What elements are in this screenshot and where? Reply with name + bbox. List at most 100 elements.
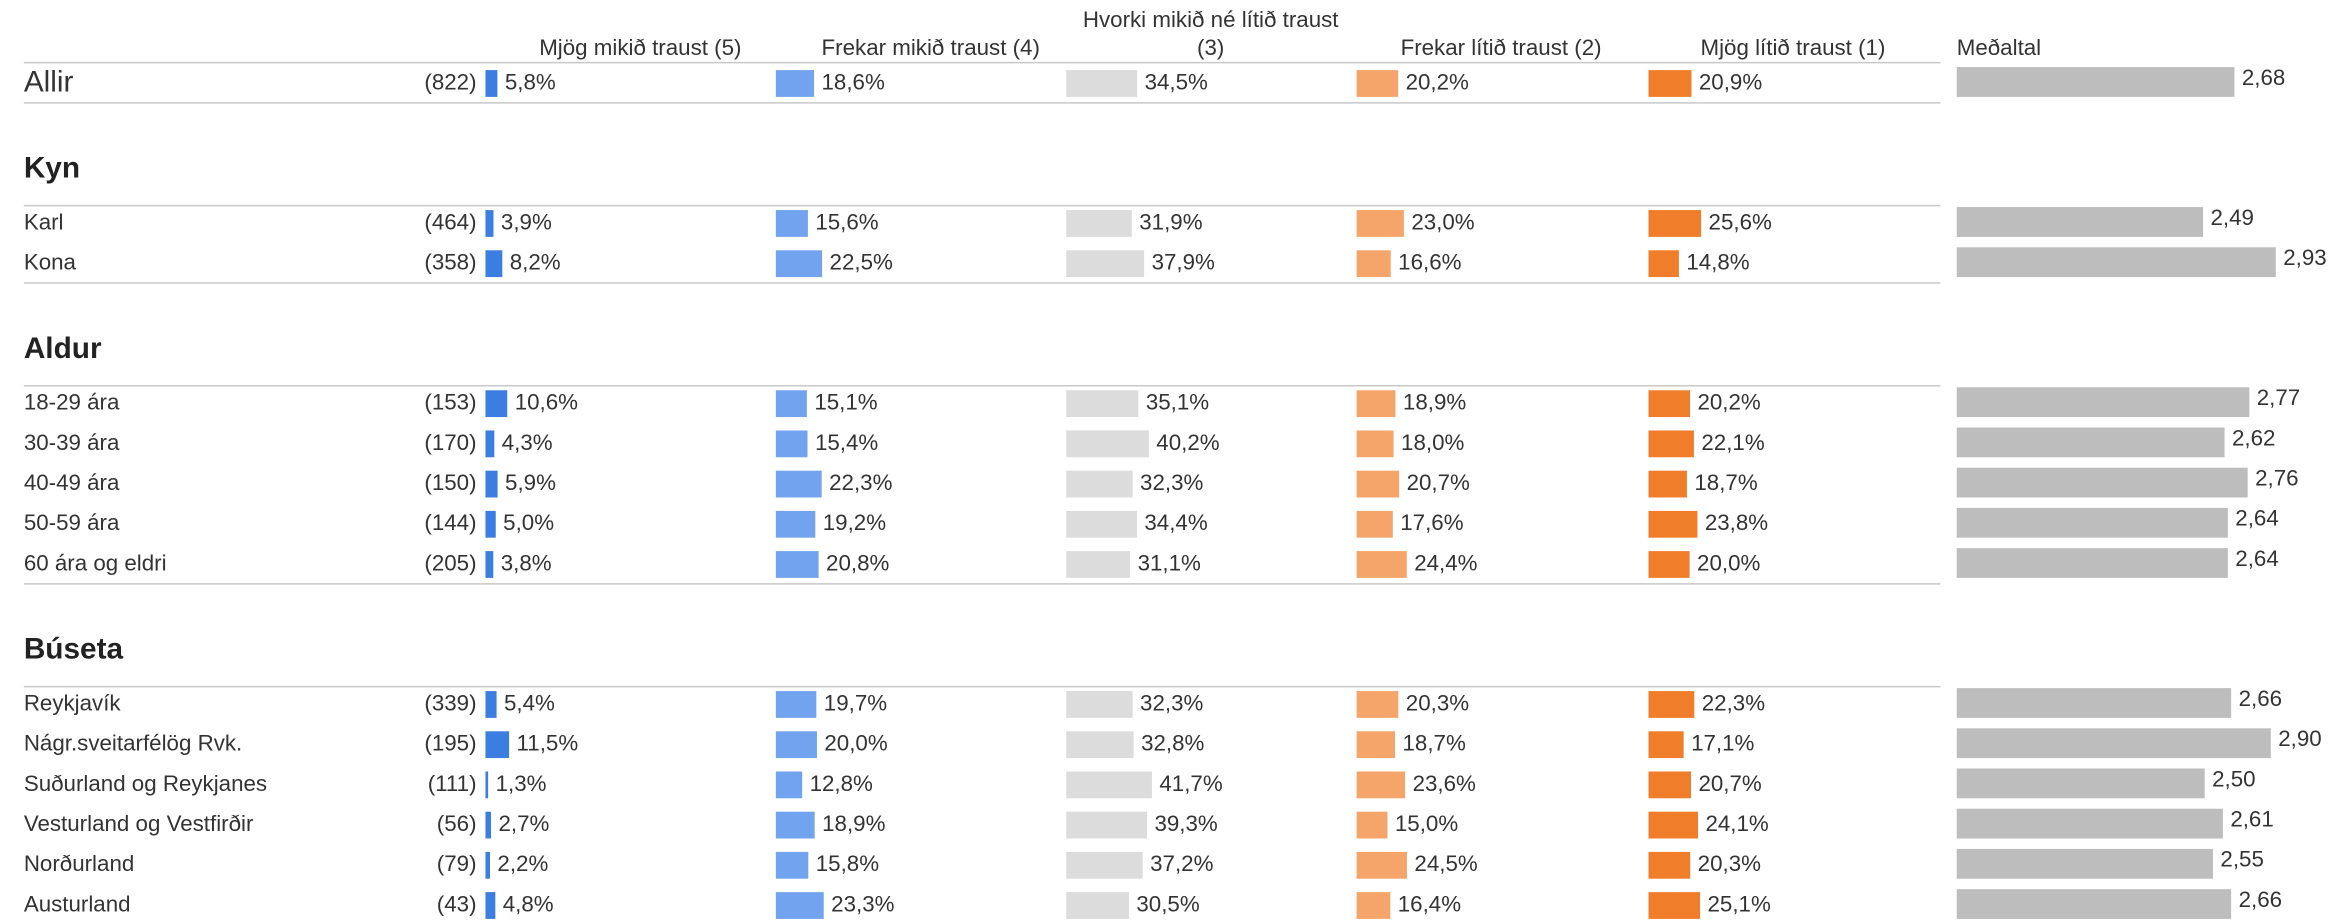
value-label: 20,3% (1406, 690, 1469, 715)
bar (1648, 811, 1699, 839)
mean-bar (1956, 207, 2204, 237)
value-label: 31,1% (1138, 550, 1201, 575)
bar (1356, 470, 1400, 498)
value-label: 17,1% (1691, 731, 1754, 756)
bar (485, 551, 494, 578)
bar (775, 510, 816, 538)
mean-label: 2,50 (2212, 766, 2255, 791)
row-label: 50-59 ára (24, 510, 120, 535)
value-label: 37,9% (1152, 250, 1215, 275)
row-label: 60 ára og eldri (24, 550, 167, 575)
value-label: 22,3% (829, 470, 892, 495)
value-label: 16,6% (1398, 250, 1461, 275)
value-label: 5,0% (503, 510, 554, 535)
row-count: (56) (437, 811, 477, 836)
bar (1356, 811, 1388, 839)
value-label: 2,7% (498, 811, 549, 836)
value-label: 24,5% (1414, 851, 1477, 876)
value-label: 15,1% (814, 390, 877, 415)
bar (1066, 731, 1134, 759)
bar (1648, 691, 1695, 718)
value-label: 18,6% (822, 69, 885, 94)
value-label: 2,2% (497, 851, 548, 876)
bar (1066, 210, 1132, 237)
mean-label: 2,55 (2220, 847, 2263, 872)
bar (775, 892, 824, 919)
value-label: 5,8% (505, 69, 556, 94)
row-label: Allir (24, 65, 74, 98)
value-label: 18,9% (1403, 390, 1466, 415)
mean-bar (1956, 247, 2276, 278)
value-label: 23,3% (831, 891, 894, 916)
mean-label: 2,93 (2283, 245, 2326, 270)
value-label: 24,4% (1414, 550, 1477, 575)
row-label: Norðurland (24, 851, 134, 876)
row-count: (79) (437, 851, 477, 876)
value-label: 11,5% (517, 731, 579, 756)
value-label: 5,9% (505, 470, 556, 495)
bar (775, 691, 817, 718)
bar (485, 771, 489, 799)
mean-bar (1956, 387, 2250, 418)
bar (1066, 430, 1149, 458)
row-count: (170) (424, 430, 476, 455)
bar (1356, 771, 1406, 799)
group-title: Búseta (24, 633, 124, 666)
row-count: (339) (424, 690, 476, 715)
bar (775, 250, 823, 278)
value-label: 30,5% (1136, 891, 1199, 916)
value-label: 14,8% (1686, 250, 1749, 275)
column-header: (3) (1197, 35, 1224, 60)
bar (1356, 70, 1399, 97)
row-label: Austurland (24, 891, 131, 916)
value-label: 20,2% (1697, 390, 1760, 415)
bar (1648, 70, 1692, 97)
bar (485, 731, 510, 759)
value-label: 25,1% (1708, 891, 1771, 916)
value-label: 23,8% (1705, 510, 1768, 535)
value-label: 20,9% (1699, 69, 1762, 94)
bar (1356, 892, 1391, 919)
bar (775, 771, 803, 799)
row-count: (111) (428, 771, 477, 796)
bar (485, 510, 496, 538)
mean-bar (1956, 507, 2228, 538)
bar (1356, 851, 1407, 879)
row-label: 30-39 ára (24, 430, 120, 455)
row-label: Vesturland og Vestfirðir (24, 811, 254, 836)
bar (775, 470, 822, 498)
bar (1066, 70, 1138, 97)
bar (1648, 430, 1694, 458)
value-label: 23,6% (1413, 771, 1476, 796)
value-label: 20,7% (1698, 771, 1761, 796)
mean-bar (1956, 848, 2213, 879)
row-count: (195) (424, 731, 476, 756)
bar (1066, 892, 1129, 919)
column-header: Frekar mikið traust (4) (822, 35, 1040, 60)
value-label: 18,7% (1402, 731, 1465, 756)
mean-bar (1956, 548, 2228, 578)
mean-bar (1956, 427, 2225, 458)
value-label: 17,6% (1400, 510, 1463, 535)
value-label: 32,3% (1140, 690, 1203, 715)
bar (1356, 551, 1407, 578)
row-label: 18-29 ára (24, 390, 120, 415)
group-title: Kyn (24, 152, 80, 185)
column-header: Mjög mikið traust (5) (539, 35, 741, 60)
bar (1356, 210, 1404, 237)
bar (775, 390, 807, 418)
row-count: (144) (424, 510, 476, 535)
mean-label: 2,66 (2239, 686, 2282, 711)
value-label: 39,3% (1154, 811, 1217, 836)
mean-label: 2,61 (2230, 807, 2273, 832)
value-label: 15,8% (816, 851, 879, 876)
column-header: Hvorki mikið né lítið traust (1083, 7, 1339, 32)
mean-bar (1956, 808, 2223, 839)
bar (485, 390, 508, 418)
bar (1066, 551, 1131, 578)
mean-bar (1956, 889, 2232, 919)
bar (775, 70, 815, 97)
value-label: 19,2% (823, 510, 886, 535)
bar (1648, 510, 1698, 538)
bar (1066, 390, 1139, 418)
